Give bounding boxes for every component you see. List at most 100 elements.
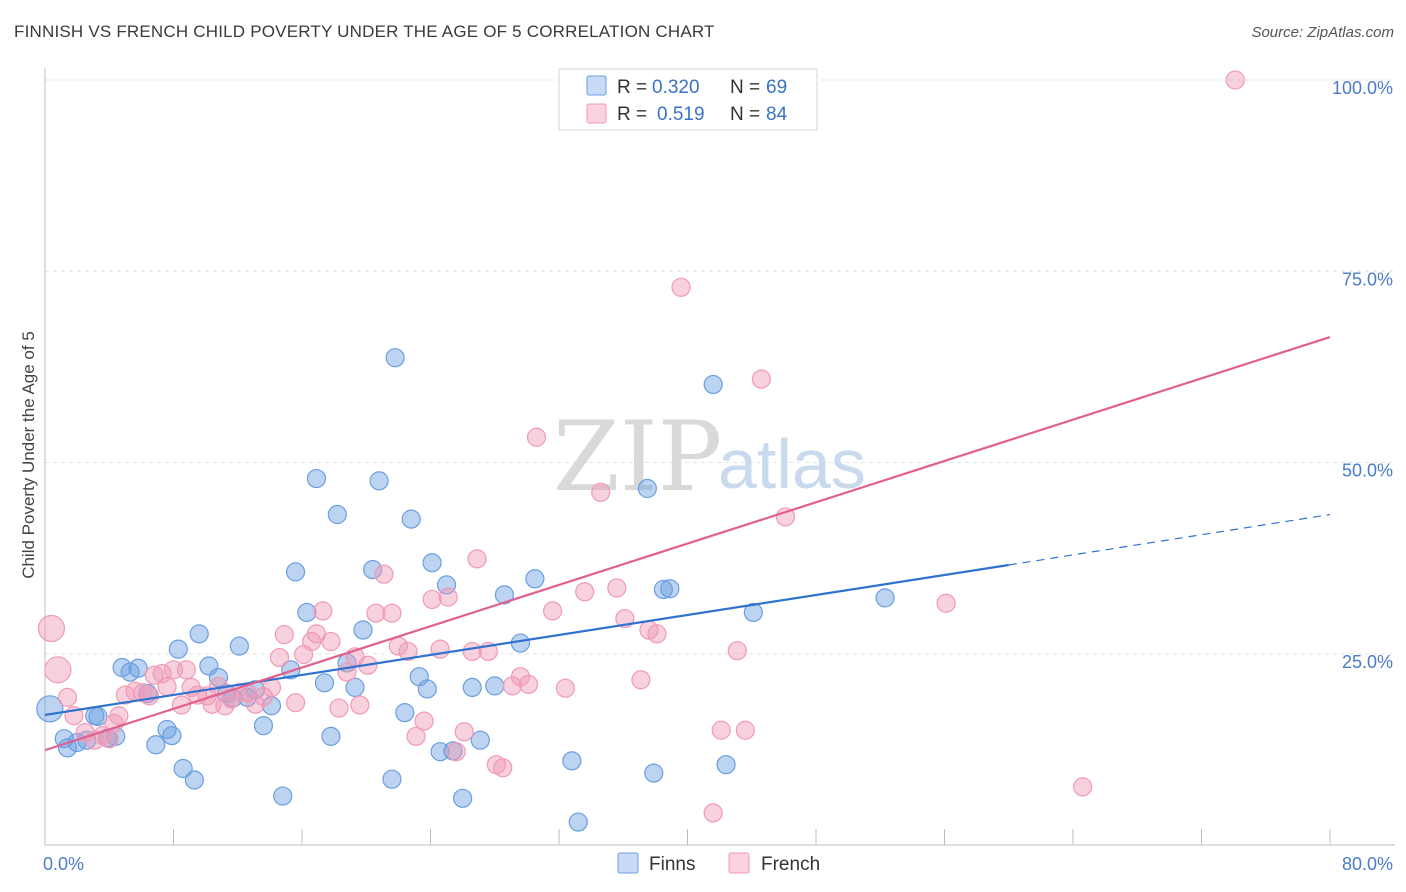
finns-point — [369, 471, 389, 491]
finns-trend-line — [44, 563, 1009, 717]
watermark-atlas: atlas — [718, 425, 866, 503]
y-tick-label: 25.0% — [1342, 652, 1393, 672]
french-point — [414, 711, 434, 731]
finns-point — [485, 676, 505, 696]
french-point — [406, 726, 426, 746]
french-point — [398, 641, 418, 662]
finns-point — [281, 660, 301, 680]
french-point — [555, 678, 576, 698]
french-point — [366, 603, 386, 623]
finns-point — [453, 788, 473, 808]
source-label: Source: ZipAtlas.com — [1251, 24, 1394, 41]
finns-point — [562, 751, 582, 771]
french-point — [467, 549, 487, 569]
finns-trend-extension — [1008, 513, 1331, 566]
finns-point — [743, 602, 763, 623]
finns-point — [417, 679, 437, 699]
finns-point — [253, 716, 274, 736]
finns-point — [146, 735, 166, 755]
legend-swatch-finns — [586, 75, 607, 96]
french-point — [321, 631, 341, 652]
bottom-legend-swatch-finns — [617, 852, 639, 874]
legend-r-label-french: R = — [617, 104, 647, 125]
finns-point — [36, 695, 64, 723]
french-point — [157, 677, 177, 697]
french-point — [350, 695, 370, 715]
french-point — [735, 720, 755, 740]
finns-point — [525, 569, 545, 589]
tick-labels: 25.0% 50.0% 75.0% 100.0% 0.0% 80.0% — [43, 78, 1393, 874]
french-point — [329, 698, 349, 718]
french-point — [493, 758, 513, 778]
bottom-legend-finns: Finns — [649, 854, 695, 875]
french-point — [526, 427, 547, 447]
french-points — [37, 70, 1245, 823]
french-point — [446, 742, 466, 762]
finns-point — [436, 575, 457, 595]
french-point — [274, 625, 294, 645]
french-point — [671, 277, 691, 297]
finns-point — [128, 658, 148, 678]
legend-r-label-finns: R = — [617, 77, 647, 98]
finns-point — [162, 726, 182, 746]
french-point — [1073, 777, 1093, 797]
french-point — [57, 687, 78, 707]
finns-point — [168, 639, 188, 659]
finns-point — [494, 585, 514, 605]
finns-points — [36, 348, 895, 832]
french-point — [176, 660, 196, 680]
french-point — [936, 593, 956, 613]
finns-point — [875, 588, 895, 608]
finns-point — [385, 348, 405, 368]
y-tick-label: 75.0% — [1342, 269, 1393, 289]
french-point — [607, 578, 627, 598]
bottom-legend: Finns French — [617, 852, 820, 875]
finns-point — [229, 636, 249, 656]
french-point — [751, 369, 771, 389]
french-point — [269, 647, 290, 668]
finns-point — [88, 706, 108, 727]
french-point — [245, 694, 266, 714]
finns-point — [173, 758, 193, 779]
finns-point — [422, 553, 442, 573]
finns-point — [568, 812, 588, 832]
trend-lines — [44, 335, 1331, 752]
french-point — [109, 706, 129, 726]
french-point — [454, 722, 474, 742]
french-point — [1225, 70, 1245, 90]
french-point — [313, 601, 333, 621]
french-point — [462, 641, 482, 662]
finns-point — [345, 677, 365, 698]
french-point — [382, 603, 402, 623]
french-trend-line — [44, 335, 1331, 752]
finns-point — [462, 677, 482, 698]
finns-point — [401, 509, 421, 529]
finns-point — [382, 769, 402, 789]
x-tick-label: 80.0% — [1342, 854, 1393, 874]
french-point — [44, 656, 72, 684]
legend-n-value-french: 84 — [766, 104, 788, 125]
legend-box: R = 0.320 N = 69 R = 0.519 N = 84 — [558, 68, 818, 131]
finns-point — [306, 468, 327, 489]
chart-title: FINNISH VS FRENCH CHILD POVERTY UNDER TH… — [14, 22, 715, 41]
french-point — [37, 614, 66, 643]
french-point — [285, 693, 306, 713]
french-point — [703, 803, 723, 823]
finns-point — [703, 374, 723, 395]
french-point — [422, 589, 442, 610]
bottom-legend-swatch-french — [728, 852, 750, 874]
finns-point — [637, 478, 657, 499]
legend-swatch-french — [586, 103, 607, 124]
y-axis-label: Child Poverty Under the Age of 5 — [19, 331, 38, 579]
finns-point — [644, 763, 664, 783]
gridlines — [45, 79, 1395, 655]
finns-point — [273, 786, 293, 806]
finns-point — [363, 559, 383, 580]
french-point — [575, 582, 595, 602]
french-point — [711, 720, 731, 740]
french-point — [727, 641, 747, 661]
legend-r-value-finns: 0.320 — [652, 77, 700, 98]
finns-point — [297, 602, 317, 623]
french-point — [510, 667, 531, 687]
french-point — [139, 686, 160, 706]
